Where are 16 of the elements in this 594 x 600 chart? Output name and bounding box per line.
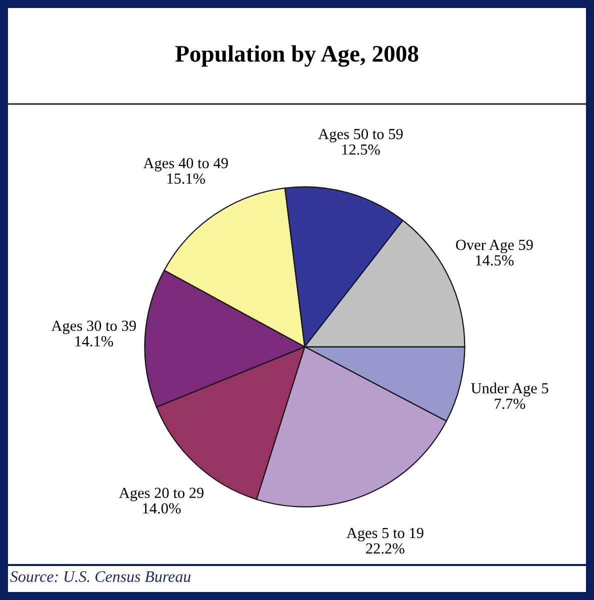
slice-label: Ages 20 to 29 — [118, 488, 204, 502]
chart-title: Population by Age, 2008 — [175, 45, 418, 67]
data-label: 15.1% — [167, 173, 206, 184]
slice-label: Ages 30 to 39 — [51, 320, 136, 334]
slice-label: Ages 40 to 49 — [143, 158, 228, 172]
slice-label: Ages 5 to 19 — [346, 528, 424, 542]
slice-label: Under Age 5 — [471, 382, 548, 397]
data-label: 7.7% — [494, 398, 526, 409]
source-note: Source: U.S. Census Bureau — [10, 571, 191, 582]
data-label: 14.1% — [75, 336, 114, 346]
data-label: 14.5% — [476, 255, 514, 266]
data-label: 12.5% — [342, 144, 380, 155]
slice-label: Over Age 59 — [456, 240, 533, 254]
data-label: 14.0% — [143, 503, 181, 514]
slice-label: Ages 50 to 59 — [318, 128, 403, 142]
data-label: 22.2% — [366, 543, 404, 554]
